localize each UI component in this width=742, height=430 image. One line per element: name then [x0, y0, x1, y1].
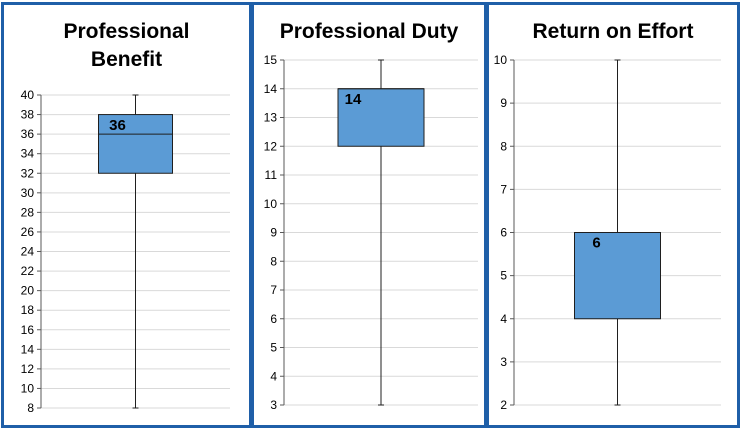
y-tick-label: 14 [264, 82, 278, 96]
y-tick-label: 32 [21, 166, 35, 180]
y-tick-label: 13 [264, 111, 278, 125]
y-tick-label: 38 [21, 108, 35, 122]
y-tick-label: 22 [21, 264, 35, 278]
y-tick-label: 8 [27, 401, 34, 415]
box-q1-q3 [98, 114, 173, 174]
chart-title-line: Benefit [91, 48, 162, 71]
boxplot-professional-benefit: Professional Benefit 8 10 12 14 16 18 20 22 24 26 28… [21, 20, 230, 415]
panel-professional-benefit: Professional Benefit 8 10 12 14 16 18 20 22 24 26 28… [1, 2, 252, 428]
y-tick-label: 12 [21, 362, 35, 376]
chart-title-line: Professional [63, 20, 189, 43]
data-label: 36 [109, 117, 126, 134]
data-label: 6 [592, 235, 600, 252]
y-tick-label: 24 [21, 245, 35, 259]
y-tick-label: 7 [500, 182, 507, 196]
y-tick-label: 8 [270, 254, 277, 268]
y-tick-label: 36 [21, 127, 35, 141]
y-tick-label: 4 [270, 369, 277, 383]
y-tick-label: 10 [494, 53, 508, 67]
y-tick-label: 20 [21, 284, 35, 298]
y-tick-label: 12 [264, 139, 278, 153]
box-q1-q3 [337, 88, 425, 147]
y-tick-label: 7 [270, 283, 277, 297]
y-tick-label: 10 [264, 197, 278, 211]
chart-title-line: Professional Duty [280, 20, 459, 43]
y-tick-label: 6 [500, 226, 507, 240]
y-tick-label: 15 [264, 53, 278, 67]
y-tick-label: 26 [21, 225, 35, 239]
y-tick-label: 3 [500, 355, 507, 369]
y-tick-label: 6 [270, 312, 277, 326]
y-tick-label: 3 [270, 398, 277, 412]
y-tick-label: 30 [21, 186, 35, 200]
data-label: 14 [345, 91, 362, 108]
y-tick-label: 9 [500, 96, 507, 110]
y-tick-label: 9 [270, 226, 277, 240]
panel-professional-duty: Professional Duty 3 4 5 6 7 8 9 10 11 12 13 14 15 14 [251, 2, 487, 428]
panel-return-on-effort: Return on Effort 2 3 4 5 6 7 8 9 10 6 [486, 2, 740, 428]
chart-title-line: Return on Effort [533, 20, 694, 43]
y-tick-label: 14 [21, 342, 35, 356]
boxplot-professional-duty: Professional Duty 3 4 5 6 7 8 9 10 11 12 13 14 15 14 [264, 20, 478, 412]
y-tick-label: 10 [21, 381, 35, 395]
y-tick-label: 11 [265, 168, 278, 182]
y-tick-label: 16 [21, 323, 35, 337]
y-tick-label: 28 [21, 205, 35, 219]
y-tick-label: 4 [500, 312, 507, 326]
box-q1-q3 [574, 232, 661, 320]
y-tick-label: 40 [21, 88, 35, 102]
y-tick-label: 5 [500, 269, 507, 283]
y-tick-label: 34 [21, 147, 35, 161]
y-tick-label: 5 [270, 341, 277, 355]
y-tick-label: 18 [21, 303, 35, 317]
boxplot-return-on-effort: Return on Effort 2 3 4 5 6 7 8 9 10 6 [494, 20, 721, 412]
y-tick-label: 2 [500, 398, 507, 412]
y-tick-label: 8 [500, 139, 507, 153]
